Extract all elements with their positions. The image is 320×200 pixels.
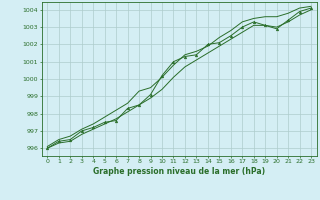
X-axis label: Graphe pression niveau de la mer (hPa): Graphe pression niveau de la mer (hPa) xyxy=(93,167,265,176)
